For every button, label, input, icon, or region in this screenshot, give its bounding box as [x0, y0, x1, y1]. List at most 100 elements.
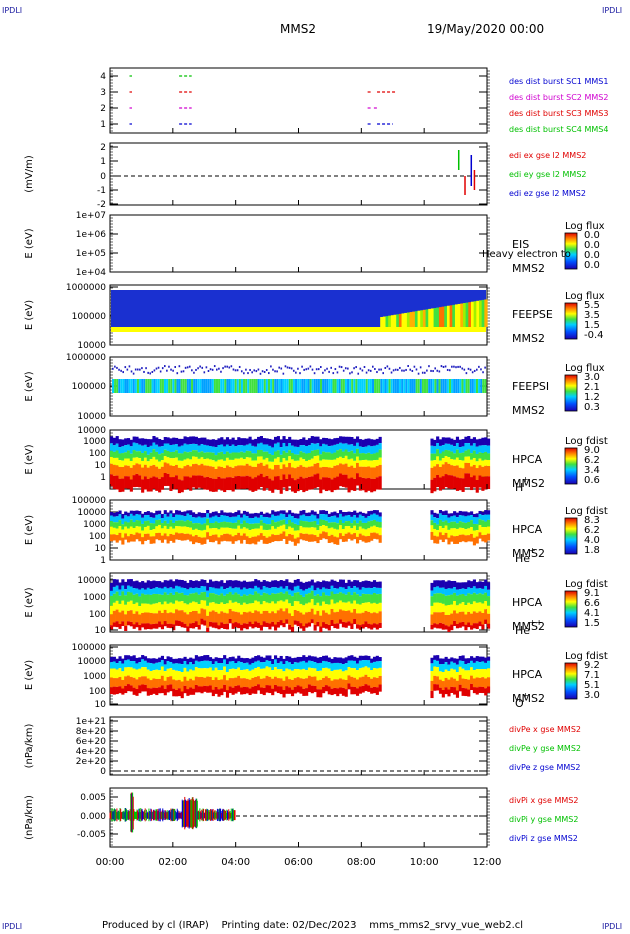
- hpca-cell: [132, 436, 136, 443]
- hpca-cell: [254, 579, 258, 586]
- hpca-cell: [259, 595, 263, 605]
- hpca-cell: [268, 478, 272, 491]
- feepse-cell: [436, 307, 440, 327]
- hpca-cell: [307, 602, 312, 612]
- feepsi-cell: [461, 379, 464, 393]
- hpca-cell: [282, 611, 286, 623]
- hpca-cell: [330, 467, 334, 480]
- hpca-cell: [372, 445, 377, 454]
- hpca-cell: [438, 453, 443, 461]
- hpca-cell: [285, 460, 289, 468]
- hpca-cell: [240, 581, 244, 590]
- hpca-cell: [355, 530, 360, 537]
- feepsi-cell: [240, 370, 243, 373]
- hpca-cell: [194, 660, 198, 668]
- hpca-cell: [189, 587, 193, 594]
- hpca-cell: [339, 592, 343, 601]
- hpca-cell: [344, 680, 348, 690]
- feepsi-cell: [201, 379, 204, 393]
- hpca-cell: [228, 466, 232, 478]
- hpca-cell: [152, 436, 156, 443]
- feepsi-cell: [405, 368, 407, 371]
- hpca-cell: [118, 589, 122, 596]
- hpca-cell: [279, 525, 283, 534]
- hpca-cell: [160, 655, 165, 661]
- hpca-cell: [152, 678, 156, 688]
- hpca-cell: [254, 512, 258, 517]
- feepsi-cell: [159, 370, 162, 373]
- hpca-cell: [433, 466, 437, 478]
- hpca-cell: [438, 687, 443, 694]
- hpca-cell: [118, 676, 122, 687]
- legend-divpe-2: divPe z gse MMS2: [509, 763, 580, 772]
- hpca-cell: [126, 667, 131, 676]
- hpca-cell: [350, 512, 354, 517]
- hpca-cell: [186, 658, 190, 665]
- hpca-cell: [155, 678, 159, 688]
- hpca-cell: [141, 581, 145, 589]
- hpca-cell: [276, 450, 280, 458]
- hpca-cell: [245, 536, 249, 544]
- hpca-cell: [313, 535, 317, 542]
- colorbar-feepsi: [564, 374, 578, 412]
- hpca-cell: [143, 589, 148, 595]
- date-title: 19/May/2020 00:00: [427, 22, 545, 36]
- hpca-cell: [324, 604, 329, 613]
- hpca-cell: [464, 605, 468, 615]
- feepsi-cell: [197, 367, 199, 370]
- hpca-cell: [282, 531, 286, 539]
- hpca-cell: [305, 688, 309, 696]
- hpca-cell: [172, 477, 176, 490]
- hpca-cell: [231, 580, 235, 589]
- hpca-cell: [273, 436, 278, 444]
- hpca-cell: [470, 594, 474, 605]
- feepsi-cell: [284, 365, 287, 368]
- hpca-cell: [333, 588, 337, 594]
- hpca-cell: [355, 580, 360, 588]
- hpca-cell: [341, 671, 345, 680]
- hpca-cell: [313, 511, 317, 516]
- hpca-cell: [214, 515, 218, 522]
- hpca-cell: [262, 444, 266, 452]
- hpca-cell: [461, 446, 465, 453]
- hpca-cell: [248, 664, 252, 671]
- hpca-cell: [245, 463, 249, 476]
- hpca-cell: [228, 534, 232, 542]
- hpca-cell: [152, 588, 156, 594]
- hpca-cell: [146, 688, 150, 696]
- feepsi-cell: [199, 379, 202, 393]
- hpca-cell: [200, 451, 204, 458]
- hpca-cell: [290, 534, 295, 542]
- feepsi-cell: [411, 379, 414, 393]
- hpca-cell: [220, 679, 224, 689]
- hpca-cell: [208, 611, 213, 622]
- hpca-cell: [467, 512, 471, 516]
- hpca-cell: [115, 678, 119, 687]
- hpca-cell: [447, 689, 451, 697]
- hpca-cell: [121, 591, 125, 601]
- hpca-cell: [288, 533, 292, 541]
- hpca-cell: [296, 446, 300, 455]
- hpca-cell: [341, 679, 345, 688]
- feepsi-cell: [361, 379, 364, 393]
- hpca-cell: [206, 518, 210, 526]
- hpca-cell: [444, 474, 448, 488]
- hpca-cell: [271, 526, 275, 535]
- hpca-cell: [225, 457, 230, 466]
- hpca-cell: [378, 457, 382, 465]
- hpca-cell: [203, 523, 207, 530]
- hpca-cell: [152, 442, 156, 450]
- hpca-cell: [225, 680, 230, 691]
- feepsi-cell: [209, 379, 212, 393]
- hpca-cell: [225, 516, 230, 523]
- hpca-cell: [268, 536, 272, 544]
- hpca-cell: [367, 535, 371, 543]
- hpca-cell: [129, 586, 133, 593]
- hpca-cell: [242, 658, 247, 664]
- hpca-cell: [191, 593, 196, 602]
- hpca-cell: [290, 582, 295, 591]
- hpca-cell: [433, 477, 437, 492]
- colorbar-tick-feepse: -0.4: [584, 330, 604, 341]
- hpca-cell: [217, 689, 221, 697]
- hpca-cell: [121, 658, 125, 664]
